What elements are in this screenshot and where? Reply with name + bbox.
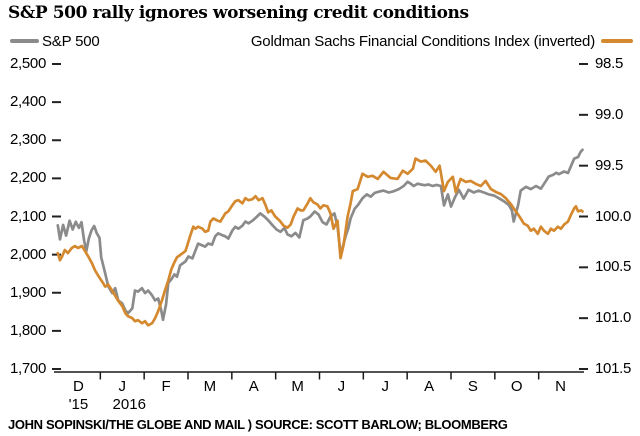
month-label: A [424, 378, 435, 395]
right-axis-label: 98.5 [595, 55, 623, 72]
month-label: D [72, 378, 84, 395]
right-axis-label: 101.5 [595, 360, 632, 377]
right-axis-label: 99.0 [595, 105, 623, 123]
gsfci-line [56, 157, 584, 327]
left-axis-label: 1,800 [9, 321, 46, 339]
month-label: A [248, 378, 259, 395]
gsfci-line-swatch-icon [601, 39, 633, 43]
left-axis-label: 2,500 [9, 55, 46, 72]
credit-source-line: JOHN SOPINSKI/THE GLOBE AND MAIL ) SOURC… [8, 417, 508, 432]
month-label: M [203, 378, 217, 395]
chart-title: S&P 500 rally ignores worsening credit c… [8, 3, 469, 23]
month-label: J [337, 378, 346, 395]
right-axis-labels: 98.5 99.0 99.5 100.0 100.5 101.0 101.5 [594, 0, 640, 436]
right-axis-label: 99.5 [595, 156, 623, 174]
left-axis-label: 2,400 [9, 93, 46, 111]
legend-gsfci: Goldman Sachs Financial Conditions Index… [250, 32, 633, 50]
month-label: O [510, 378, 523, 395]
month-label: F [161, 378, 171, 395]
sp500-line-swatch-icon [10, 39, 39, 43]
left-axis-labels: 2,500 2,400 2,300 2,200 2,100 2,000 1,900 1,800… [0, 0, 46, 436]
legend-sp500: S&P 500 [10, 32, 100, 50]
left-axis-label: 1,700 [9, 360, 46, 377]
left-axis-label: 2,300 [9, 131, 46, 149]
legend-sp500-label: S&P 500 [42, 32, 100, 50]
month-label: N [555, 378, 566, 395]
right-axis-label: 101.0 [595, 309, 632, 327]
month-label: J [118, 378, 126, 395]
month-label: M [291, 378, 304, 395]
right-axis-label: 100.5 [595, 258, 632, 276]
year-label: 2016 [112, 396, 146, 413]
left-axis-label: 2,000 [9, 245, 46, 263]
right-axis-label: 100.0 [595, 207, 632, 225]
left-axis-label: 2,100 [9, 207, 46, 225]
left-axis-label: 1,900 [9, 283, 46, 301]
month-label: J [381, 378, 389, 395]
month-label: S [467, 378, 478, 395]
legend-gsfci-label: Goldman Sachs Financial Conditions Index… [250, 32, 595, 50]
left-axis-label: 2,200 [9, 169, 46, 187]
sp500-line [56, 148, 584, 322]
year-label: '15 [68, 396, 89, 413]
